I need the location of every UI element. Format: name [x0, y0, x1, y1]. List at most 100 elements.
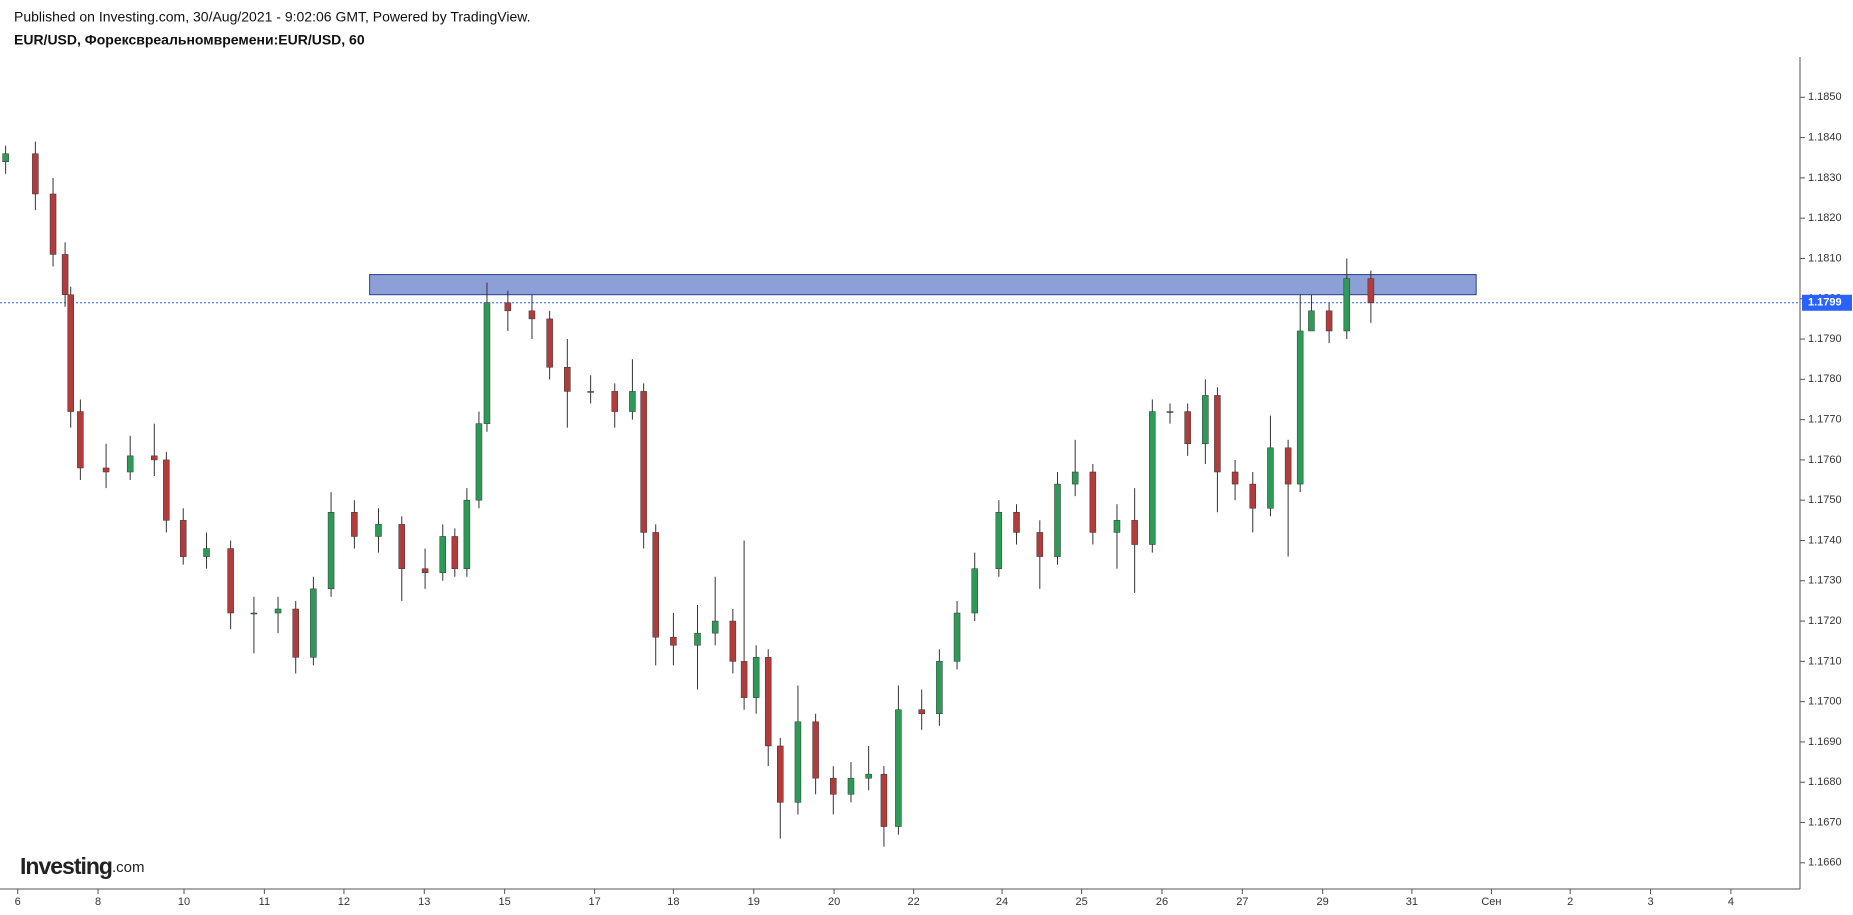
y-tick-label: 1.1680	[1808, 776, 1842, 788]
candle-body	[179, 520, 187, 557]
candle-body	[421, 568, 429, 573]
y-tick-label: 1.1820	[1808, 212, 1842, 224]
candle-body	[504, 302, 512, 312]
candle-body	[126, 455, 134, 473]
candle-body	[1284, 447, 1292, 485]
candle-body	[1071, 471, 1079, 485]
candle-body	[203, 548, 210, 557]
candle-body	[564, 366, 571, 392]
published-note: Published on Investing.com, 30/Aug/2021 …	[14, 9, 531, 25]
candle-body	[61, 254, 69, 295]
candle-body	[49, 193, 57, 255]
candle-body	[102, 467, 110, 473]
x-tick-label: 27	[1236, 896, 1248, 908]
candle-body	[587, 391, 594, 393]
y-tick-label: 1.1770	[1808, 414, 1842, 426]
candle-body	[1184, 411, 1191, 445]
x-tick-label: Сен	[1481, 896, 1501, 908]
candle-body	[764, 657, 772, 747]
candle-body	[351, 512, 358, 537]
y-tick-label: 1.1670	[1808, 816, 1842, 828]
y-tick-label: 1.1690	[1808, 736, 1842, 748]
candle-body	[546, 318, 553, 368]
x-tick-label: 25	[1075, 896, 1087, 908]
candle-body	[1296, 330, 1304, 485]
candle-body	[77, 411, 84, 469]
x-tick-label: 4	[1728, 896, 1734, 908]
candle-body	[830, 777, 837, 795]
candle-body	[729, 620, 737, 662]
candle-body	[794, 721, 802, 803]
candle-body	[1367, 278, 1375, 304]
x-tick-label: 12	[338, 896, 350, 908]
symbol-title: EUR/USD, Форексвреальномвремени:EUR/USD,…	[14, 32, 365, 48]
candle-body	[227, 548, 234, 614]
candle-body	[918, 709, 925, 714]
candle-body	[1131, 520, 1138, 545]
candle-body	[629, 391, 636, 412]
y-tick-label: 1.1780	[1808, 373, 1842, 385]
candle-body	[1113, 520, 1121, 533]
candle-body	[32, 153, 39, 195]
candle-body	[1202, 395, 1209, 445]
candle-body	[2, 153, 9, 163]
candle-body	[151, 455, 158, 461]
x-tick-label: 3	[1647, 896, 1653, 908]
candle-body	[812, 721, 819, 779]
candle-body	[1231, 471, 1239, 485]
candle-body	[1013, 512, 1020, 533]
y-tick-label: 1.1850	[1808, 91, 1842, 103]
candle-body	[1149, 411, 1156, 545]
candle-body	[936, 661, 943, 714]
candle-body	[163, 459, 170, 521]
logo: Investing.com	[20, 853, 144, 879]
candle-body	[777, 745, 784, 803]
logo-suffix: .com	[112, 859, 145, 876]
candle-body	[310, 588, 317, 658]
candle-body	[67, 294, 74, 412]
candle-body	[740, 661, 748, 698]
x-tick-label: 6	[15, 896, 21, 908]
y-tick-label: 1.1720	[1808, 615, 1842, 627]
candle-body	[995, 512, 1003, 569]
y-tick-label: 1.1700	[1808, 696, 1842, 708]
candle-body	[274, 608, 282, 614]
candle-body	[1249, 483, 1257, 509]
x-tick-label: 8	[95, 896, 101, 908]
candle-body	[327, 512, 335, 590]
x-tick-label: 18	[667, 896, 679, 908]
y-tick-label: 1.1710	[1808, 655, 1842, 667]
candle-body	[398, 524, 406, 569]
candle-body	[1036, 532, 1044, 557]
x-tick-label: 11	[259, 896, 270, 908]
candle-body	[1214, 395, 1221, 473]
resistance-zone	[369, 274, 1477, 296]
candle-body	[528, 310, 536, 320]
candle-body	[865, 773, 872, 779]
last-price-box	[1802, 294, 1852, 311]
candle-body	[439, 536, 447, 573]
y-tick-label: 1.1790	[1808, 333, 1842, 345]
y-tick-label: 1.1840	[1808, 131, 1842, 143]
y-tick-label: 1.1740	[1808, 534, 1842, 546]
y-tick-label: 1.1750	[1808, 494, 1842, 506]
y-tick-label: 1.1730	[1808, 575, 1842, 587]
candle-body	[1325, 310, 1333, 332]
x-tick-label: 17	[589, 896, 601, 908]
candle-body	[475, 423, 483, 501]
candle-body	[1308, 310, 1315, 332]
x-tick-label: 29	[1317, 896, 1329, 908]
candle-body	[711, 620, 719, 634]
candle-body	[847, 777, 855, 795]
candle-body	[895, 709, 902, 827]
candle-body	[1343, 278, 1351, 332]
candle-body	[694, 632, 701, 646]
candle-body	[1089, 471, 1097, 533]
last-price-label: 1.1799	[1808, 297, 1842, 309]
logo-brand: Investing	[20, 853, 112, 879]
candle-body	[375, 524, 382, 537]
candle-body	[483, 302, 491, 424]
x-tick-label: 10	[178, 896, 190, 908]
candle-body	[953, 612, 961, 662]
